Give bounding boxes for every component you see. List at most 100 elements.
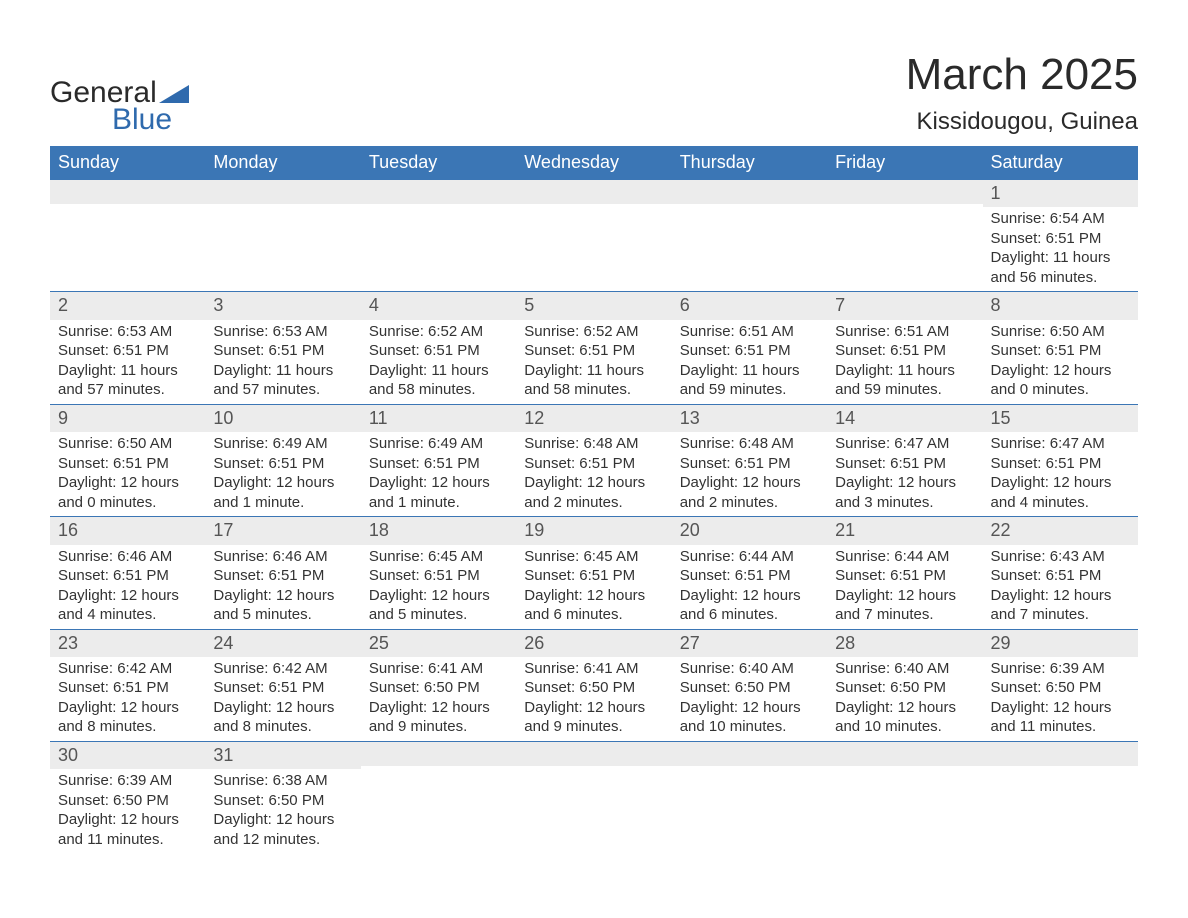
day-number <box>361 742 516 766</box>
sunset-text: Sunset: 6:51 PM <box>524 566 663 586</box>
day-number: 3 <box>205 292 360 319</box>
daylight-text: Daylight: 12 hours and 1 minute. <box>369 473 508 512</box>
daylight-text: Daylight: 12 hours and 2 minutes. <box>680 473 819 512</box>
day-cell-22: 22Sunrise: 6:43 AMSunset: 6:51 PMDayligh… <box>983 517 1138 628</box>
sunset-text: Sunset: 6:50 PM <box>991 678 1130 698</box>
day-cell-empty <box>827 742 982 853</box>
weekday-monday: Monday <box>205 146 360 179</box>
daylight-text: Daylight: 12 hours and 10 minutes. <box>680 698 819 737</box>
day-cell-29: 29Sunrise: 6:39 AMSunset: 6:50 PMDayligh… <box>983 630 1138 741</box>
sunrise-text: Sunrise: 6:40 AM <box>680 659 819 679</box>
sunset-text: Sunset: 6:50 PM <box>524 678 663 698</box>
day-number <box>827 742 982 766</box>
day-cell-empty <box>672 180 827 291</box>
sunset-text: Sunset: 6:51 PM <box>58 341 197 361</box>
weekday-sunday: Sunday <box>50 146 205 179</box>
sunrise-text: Sunrise: 6:46 AM <box>213 547 352 567</box>
day-body: Sunrise: 6:52 AMSunset: 6:51 PMDaylight:… <box>516 320 671 404</box>
day-cell-28: 28Sunrise: 6:40 AMSunset: 6:50 PMDayligh… <box>827 630 982 741</box>
sunrise-text: Sunrise: 6:54 AM <box>991 209 1130 229</box>
sunset-text: Sunset: 6:51 PM <box>58 454 197 474</box>
day-body: Sunrise: 6:54 AMSunset: 6:51 PMDaylight:… <box>983 207 1138 291</box>
day-number: 26 <box>516 630 671 657</box>
sunset-text: Sunset: 6:50 PM <box>835 678 974 698</box>
weekday-wednesday: Wednesday <box>516 146 671 179</box>
title-month: March 2025 <box>906 50 1138 100</box>
day-number <box>361 180 516 204</box>
day-body: Sunrise: 6:44 AMSunset: 6:51 PMDaylight:… <box>827 545 982 629</box>
sunrise-text: Sunrise: 6:47 AM <box>835 434 974 454</box>
sunrise-text: Sunrise: 6:44 AM <box>680 547 819 567</box>
daylight-text: Daylight: 12 hours and 8 minutes. <box>213 698 352 737</box>
day-number: 5 <box>516 292 671 319</box>
sunrise-text: Sunrise: 6:44 AM <box>835 547 974 567</box>
sunset-text: Sunset: 6:50 PM <box>58 791 197 811</box>
daylight-text: Daylight: 12 hours and 3 minutes. <box>835 473 974 512</box>
daylight-text: Daylight: 12 hours and 6 minutes. <box>680 586 819 625</box>
day-number: 4 <box>361 292 516 319</box>
day-cell-empty <box>827 180 982 291</box>
day-number <box>672 742 827 766</box>
sunrise-text: Sunrise: 6:40 AM <box>835 659 974 679</box>
sunset-text: Sunset: 6:51 PM <box>524 341 663 361</box>
sunset-text: Sunset: 6:51 PM <box>680 341 819 361</box>
day-body: Sunrise: 6:53 AMSunset: 6:51 PMDaylight:… <box>205 320 360 404</box>
weekday-thursday: Thursday <box>672 146 827 179</box>
day-cell-9: 9Sunrise: 6:50 AMSunset: 6:51 PMDaylight… <box>50 405 205 516</box>
day-number: 21 <box>827 517 982 544</box>
day-number: 9 <box>50 405 205 432</box>
day-body: Sunrise: 6:41 AMSunset: 6:50 PMDaylight:… <box>361 657 516 741</box>
day-cell-27: 27Sunrise: 6:40 AMSunset: 6:50 PMDayligh… <box>672 630 827 741</box>
day-number: 22 <box>983 517 1138 544</box>
sunset-text: Sunset: 6:51 PM <box>58 678 197 698</box>
daylight-text: Daylight: 11 hours and 56 minutes. <box>991 248 1130 287</box>
sunrise-text: Sunrise: 6:47 AM <box>991 434 1130 454</box>
weekday-saturday: Saturday <box>983 146 1138 179</box>
day-body: Sunrise: 6:52 AMSunset: 6:51 PMDaylight:… <box>361 320 516 404</box>
day-number: 17 <box>205 517 360 544</box>
day-cell-31: 31Sunrise: 6:38 AMSunset: 6:50 PMDayligh… <box>205 742 360 853</box>
daylight-text: Daylight: 12 hours and 2 minutes. <box>524 473 663 512</box>
day-number: 15 <box>983 405 1138 432</box>
day-body: Sunrise: 6:41 AMSunset: 6:50 PMDaylight:… <box>516 657 671 741</box>
day-cell-10: 10Sunrise: 6:49 AMSunset: 6:51 PMDayligh… <box>205 405 360 516</box>
day-number: 7 <box>827 292 982 319</box>
day-number: 28 <box>827 630 982 657</box>
day-cell-empty <box>983 742 1138 853</box>
sunset-text: Sunset: 6:51 PM <box>58 566 197 586</box>
day-body: Sunrise: 6:39 AMSunset: 6:50 PMDaylight:… <box>50 769 205 853</box>
sunrise-text: Sunrise: 6:52 AM <box>369 322 508 342</box>
day-cell-15: 15Sunrise: 6:47 AMSunset: 6:51 PMDayligh… <box>983 405 1138 516</box>
day-body: Sunrise: 6:38 AMSunset: 6:50 PMDaylight:… <box>205 769 360 853</box>
day-cell-11: 11Sunrise: 6:49 AMSunset: 6:51 PMDayligh… <box>361 405 516 516</box>
day-cell-7: 7Sunrise: 6:51 AMSunset: 6:51 PMDaylight… <box>827 292 982 403</box>
day-number: 25 <box>361 630 516 657</box>
day-cell-13: 13Sunrise: 6:48 AMSunset: 6:51 PMDayligh… <box>672 405 827 516</box>
sunset-text: Sunset: 6:50 PM <box>369 678 508 698</box>
sunrise-text: Sunrise: 6:41 AM <box>524 659 663 679</box>
sunset-text: Sunset: 6:51 PM <box>369 454 508 474</box>
day-body: Sunrise: 6:48 AMSunset: 6:51 PMDaylight:… <box>516 432 671 516</box>
day-cell-empty <box>361 180 516 291</box>
day-cell-19: 19Sunrise: 6:45 AMSunset: 6:51 PMDayligh… <box>516 517 671 628</box>
sunset-text: Sunset: 6:51 PM <box>835 566 974 586</box>
day-body: Sunrise: 6:40 AMSunset: 6:50 PMDaylight:… <box>827 657 982 741</box>
day-cell-empty <box>361 742 516 853</box>
day-number <box>827 180 982 204</box>
day-cell-6: 6Sunrise: 6:51 AMSunset: 6:51 PMDaylight… <box>672 292 827 403</box>
day-body: Sunrise: 6:51 AMSunset: 6:51 PMDaylight:… <box>827 320 982 404</box>
day-number: 19 <box>516 517 671 544</box>
daylight-text: Daylight: 12 hours and 7 minutes. <box>991 586 1130 625</box>
day-number: 14 <box>827 405 982 432</box>
logo-text2: Blue <box>112 105 189 135</box>
day-number <box>50 180 205 204</box>
sunrise-text: Sunrise: 6:50 AM <box>991 322 1130 342</box>
day-cell-26: 26Sunrise: 6:41 AMSunset: 6:50 PMDayligh… <box>516 630 671 741</box>
sunset-text: Sunset: 6:51 PM <box>213 341 352 361</box>
day-body: Sunrise: 6:47 AMSunset: 6:51 PMDaylight:… <box>983 432 1138 516</box>
sunrise-text: Sunrise: 6:38 AM <box>213 771 352 791</box>
daylight-text: Daylight: 12 hours and 9 minutes. <box>369 698 508 737</box>
day-number: 30 <box>50 742 205 769</box>
day-body: Sunrise: 6:44 AMSunset: 6:51 PMDaylight:… <box>672 545 827 629</box>
sunrise-text: Sunrise: 6:48 AM <box>680 434 819 454</box>
